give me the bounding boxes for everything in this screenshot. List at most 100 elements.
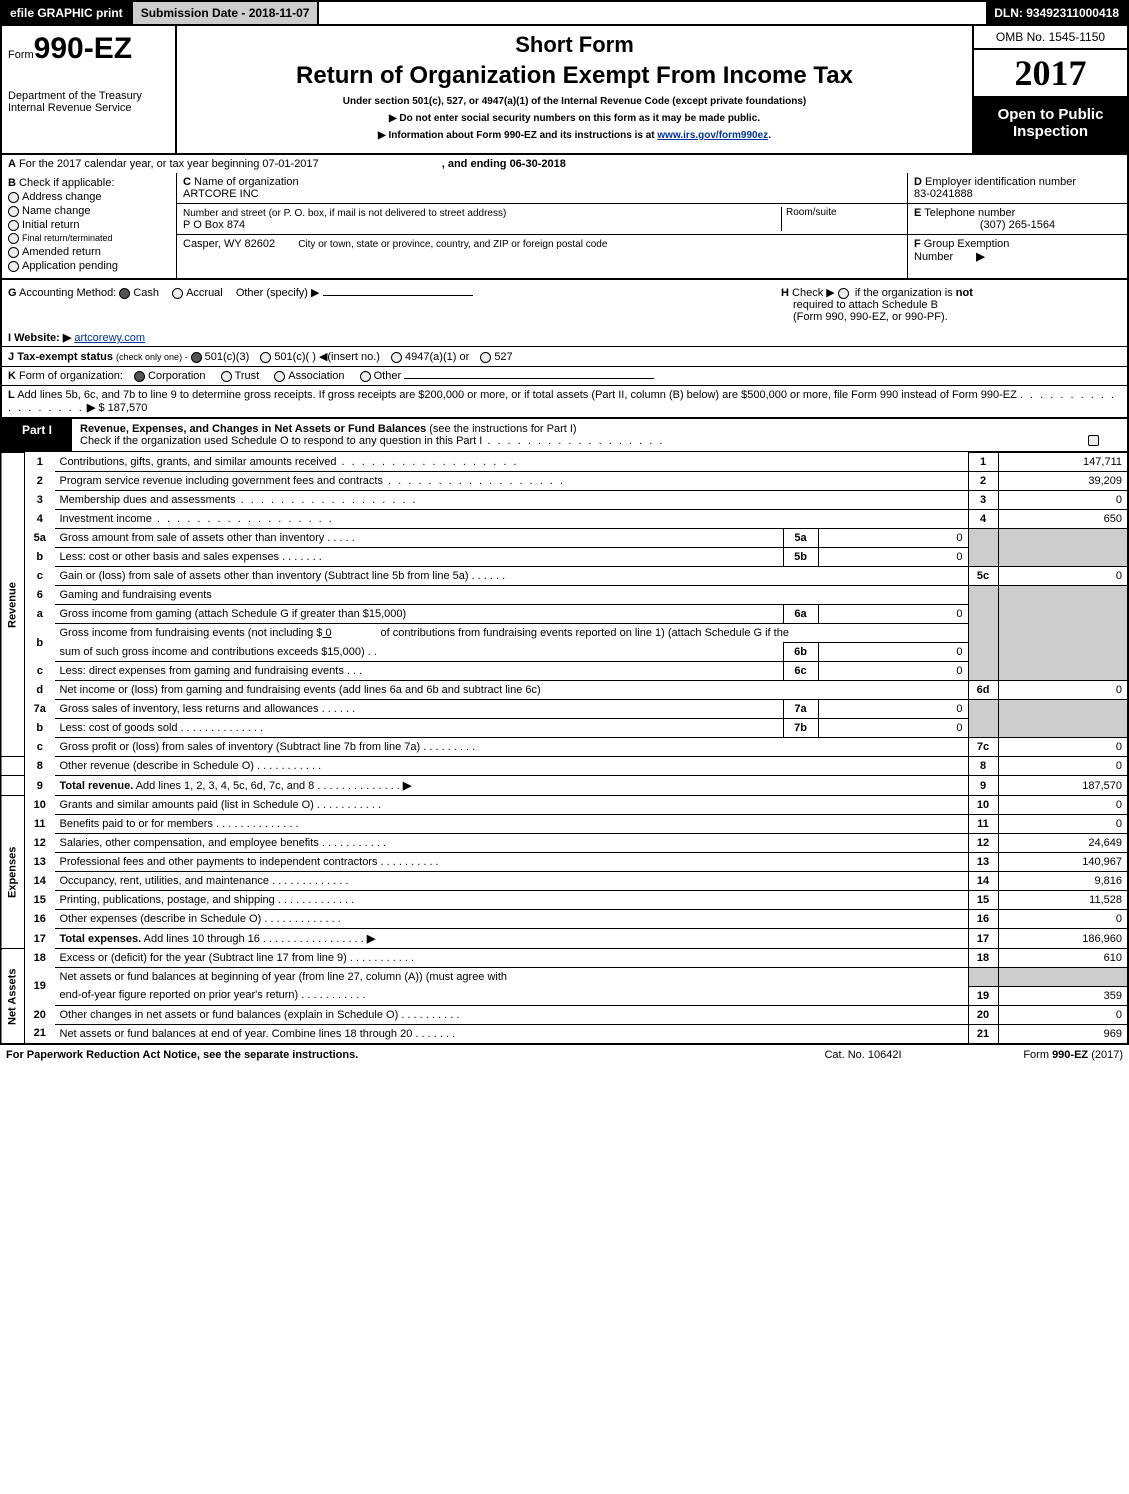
row-l-text: Add lines 5b, 6c, and 7b to line 9 to de… — [17, 389, 1017, 401]
cb-final-return[interactable]: Final return/terminated — [8, 233, 170, 244]
line-5c: c Gain or (loss) from sale of assets oth… — [1, 567, 1128, 586]
row-a-end: , and ending 06-30-2018 — [442, 158, 566, 170]
amt-7c: 0 — [998, 738, 1128, 757]
box-f: F Group Exemption Number ▶ — [908, 235, 1127, 266]
sub-7b: 0 — [818, 719, 968, 738]
label-a: A — [8, 158, 16, 170]
label-i: I — [8, 332, 11, 344]
label-h: H — [781, 287, 789, 299]
line-7a: 7a Gross sales of inventory, less return… — [1, 700, 1128, 719]
return-title: Return of Organization Exempt From Incom… — [187, 62, 962, 90]
top-bar: efile GRAPHIC print Submission Date - 20… — [0, 0, 1129, 26]
tax-year: 2017 — [974, 50, 1127, 98]
line-17: 17 Total expenses. Add lines 10 through … — [1, 929, 1128, 949]
box-c-street: Number and street (or P. O. box, if mail… — [177, 204, 907, 235]
cb-schedule-o[interactable] — [1088, 435, 1099, 446]
cb-cash[interactable] — [119, 288, 130, 299]
cb-501c3[interactable] — [191, 352, 202, 363]
header-right: OMB No. 1545-1150 2017 Open to Public In… — [972, 26, 1127, 153]
footer-right: Form 990-EZ (2017) — [963, 1049, 1123, 1061]
phone-label: Telephone number — [924, 207, 1015, 219]
cb-address-change[interactable]: Address change — [8, 191, 170, 203]
amt-17: 186,960 — [998, 929, 1128, 949]
check-only-one: (check only one) - — [116, 352, 188, 362]
group-exemption-label: Group Exemption — [924, 238, 1010, 250]
line-7c: c Gross profit or (loss) from sales of i… — [1, 738, 1128, 757]
cb-527[interactable] — [480, 352, 491, 363]
line-4: 4 Investment income 4 650 — [1, 510, 1128, 529]
cb-application-pending[interactable]: Application pending — [8, 260, 170, 272]
amt-21: 969 — [998, 1024, 1128, 1044]
omb-number: OMB No. 1545-1150 — [974, 26, 1127, 50]
org-name: ARTCORE INC — [183, 188, 259, 200]
amt-18: 610 — [998, 949, 1128, 968]
amt-20: 0 — [998, 1005, 1128, 1024]
sub-5b: 0 — [818, 548, 968, 567]
part-i-header: Part I Revenue, Expenses, and Changes in… — [0, 419, 1129, 452]
efile-print-button[interactable]: efile GRAPHIC print — [2, 2, 133, 24]
short-form-title: Short Form — [187, 32, 962, 58]
row-k: K Form of organization: Corporation Trus… — [0, 366, 1129, 385]
line-6b-1: b Gross income from fundraising events (… — [1, 624, 1128, 643]
other-specify: Other (specify) ▶ — [236, 287, 320, 299]
cb-association[interactable] — [274, 371, 285, 382]
row-bcdef: B Check if applicable: Address change Na… — [0, 173, 1129, 280]
dln-label: DLN: 93492311000418 — [986, 2, 1127, 24]
label-g: G — [8, 287, 17, 299]
amt-12: 24,649 — [998, 834, 1128, 853]
h-not: not — [956, 287, 973, 299]
form-header: Form990-EZ Department of the Treasury In… — [0, 26, 1129, 155]
info-pre: ▶ Information about Form 990-EZ and its … — [378, 130, 657, 141]
arrow-icon: ▶ — [976, 251, 984, 263]
cb-501c[interactable] — [260, 352, 271, 363]
ein-value: 83-0241888 — [914, 188, 973, 200]
website-label: Website: ▶ — [14, 332, 71, 344]
h-text2: if the organization is — [855, 287, 953, 299]
footer: For Paperwork Reduction Act Notice, see … — [0, 1045, 1129, 1065]
line-6b-2: sum of such gross income and contributio… — [1, 643, 1128, 662]
amt-19: 359 — [998, 986, 1128, 1005]
footer-cat-no: Cat. No. 10642I — [763, 1049, 963, 1061]
cb-trust[interactable] — [221, 371, 232, 382]
line-16: 16 Other expenses (describe in Schedule … — [1, 910, 1128, 929]
amt-10: 0 — [998, 796, 1128, 815]
part-i-label: Part I — [2, 419, 72, 451]
amt-14: 9,816 — [998, 872, 1128, 891]
cb-4947[interactable] — [391, 352, 402, 363]
sub-6a: 0 — [818, 605, 968, 624]
line-20: 20 Other changes in net assets or fund b… — [1, 1005, 1128, 1024]
cb-name-change[interactable]: Name change — [8, 205, 170, 217]
row-a-text: For the 2017 calendar year, or tax year … — [19, 158, 319, 170]
cb-other[interactable] — [360, 371, 371, 382]
amt-5c: 0 — [998, 567, 1128, 586]
city-label: City or town, state or province, country… — [298, 239, 607, 250]
street-value: P O Box 874 — [183, 219, 245, 231]
dept-irs: Internal Revenue Service — [8, 102, 169, 114]
line-19-2: end-of-year figure reported on prior yea… — [1, 986, 1128, 1005]
line-8: 8 Other revenue (describe in Schedule O)… — [1, 757, 1128, 776]
cb-corporation[interactable] — [134, 371, 145, 382]
line-18: Net Assets 18 Excess or (deficit) for th… — [1, 949, 1128, 968]
info-link-line: ▶ Information about Form 990-EZ and its … — [187, 130, 962, 141]
website-link[interactable]: artcorewy.com — [74, 332, 145, 344]
amt-1: 147,711 — [998, 453, 1128, 472]
h-check: Check ▶ — [792, 287, 835, 299]
line-19-1: 19 Net assets or fund balances at beginn… — [1, 968, 1128, 987]
tax-exempt-label: Tax-exempt status — [17, 351, 113, 363]
cb-accrual[interactable] — [172, 288, 183, 299]
cb-initial-return[interactable]: Initial return — [8, 219, 170, 231]
col-def: D Employer identification number 83-0241… — [907, 173, 1127, 278]
cb-amended-return[interactable]: Amended return — [8, 246, 170, 258]
dept-treasury: Department of the Treasury — [8, 90, 169, 102]
city-value: Casper, WY 82602 — [183, 238, 275, 250]
group-exemption-number: Number — [914, 251, 953, 263]
line-7b: b Less: cost of goods sold . . . . . . .… — [1, 719, 1128, 738]
line-10: Expenses 10 Grants and similar amounts p… — [1, 796, 1128, 815]
side-expenses: Expenses — [1, 796, 25, 949]
cb-h[interactable] — [838, 288, 849, 299]
amt-15: 11,528 — [998, 891, 1128, 910]
phone-value: (307) 265-1564 — [914, 219, 1121, 231]
irs-link[interactable]: www.irs.gov/form990ez — [657, 130, 768, 141]
row-j: J Tax-exempt status (check only one) - 5… — [0, 346, 1129, 366]
line-15: 15 Printing, publications, postage, and … — [1, 891, 1128, 910]
